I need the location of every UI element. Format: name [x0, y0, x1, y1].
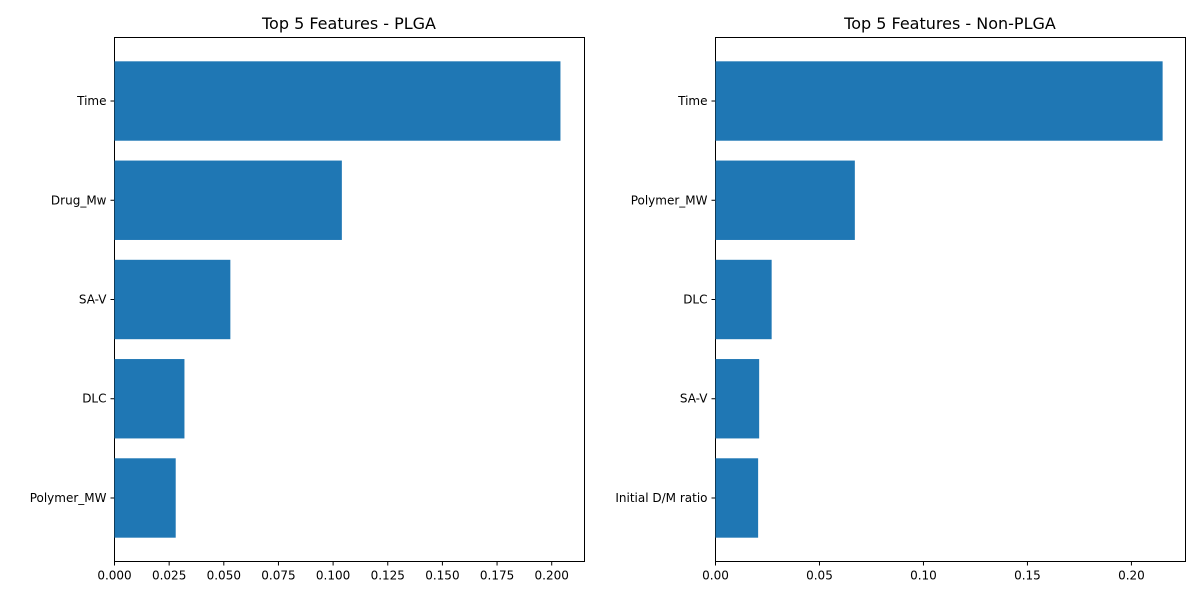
- y-axis-ticks: Time Polymer_MW DLC SA-V Initial D/M ratio: [615, 94, 716, 505]
- x-tick-label: 0.050: [207, 569, 241, 583]
- x-tick-label: 0.100: [316, 569, 350, 583]
- bar-dlc: [715, 259, 772, 340]
- x-axis-ticks: 0.00 0.05 0.10 0.15 0.20: [702, 561, 1145, 583]
- y-tick-label: Polymer_MW: [30, 491, 107, 505]
- bar-time: [715, 61, 1163, 141]
- x-tick-label: 0.175: [480, 569, 514, 583]
- bar-polymer-mw: [114, 458, 176, 538]
- y-tick-label: DLC: [683, 293, 707, 307]
- bar-sa-v: [715, 359, 760, 439]
- y-tick-label: DLC: [82, 392, 106, 406]
- bar-sa-v: [114, 259, 231, 340]
- x-tick-label: 0.20: [1118, 569, 1145, 583]
- bar-dlc: [114, 359, 185, 439]
- x-tick-label: 0.200: [535, 569, 569, 583]
- chart-title: Top 5 Features - PLGA: [261, 14, 436, 33]
- x-tick-label: 0.000: [97, 569, 131, 583]
- x-tick-label: 0.10: [910, 569, 937, 583]
- y-tick-label: SA-V: [680, 392, 708, 406]
- y-tick-label: Initial D/M ratio: [615, 491, 707, 505]
- y-tick-label: Drug_Mw: [51, 193, 107, 207]
- bar-initial-d-m-ratio: [715, 458, 759, 538]
- x-tick-label: 0.075: [261, 569, 295, 583]
- y-tick-label: SA-V: [79, 293, 107, 307]
- bar-polymer-mw: [715, 160, 855, 240]
- x-tick-label: 0.125: [371, 569, 405, 583]
- bars: [715, 61, 1163, 538]
- chart-title: Top 5 Features - Non-PLGA: [843, 14, 1056, 33]
- bar-drug-mw: [114, 160, 342, 240]
- x-tick-label: 0.00: [702, 569, 729, 583]
- x-axis-ticks: 0.000 0.025 0.050 0.075 0.100 0.125 0.150 0.175…: [97, 561, 569, 583]
- y-tick-label: Time: [677, 94, 707, 108]
- bars: [114, 61, 561, 538]
- x-tick-label: 0.15: [1014, 569, 1041, 583]
- y-tick-label: Polymer_MW: [631, 193, 708, 207]
- y-axis-ticks: Time Drug_Mw SA-V DLC Polymer_MW: [30, 94, 115, 505]
- bar-time: [114, 61, 561, 141]
- x-tick-label: 0.025: [152, 569, 186, 583]
- y-tick-label: Time: [76, 94, 106, 108]
- x-tick-label: 0.05: [806, 569, 833, 583]
- chart-plga: Top 5 Features - PLGA Time Drug_Mw SA-V DLC…: [30, 14, 585, 583]
- chart-non-plga: Top 5 Features - Non-PLGA Time Polymer_MW…: [615, 14, 1186, 583]
- x-tick-label: 0.150: [425, 569, 459, 583]
